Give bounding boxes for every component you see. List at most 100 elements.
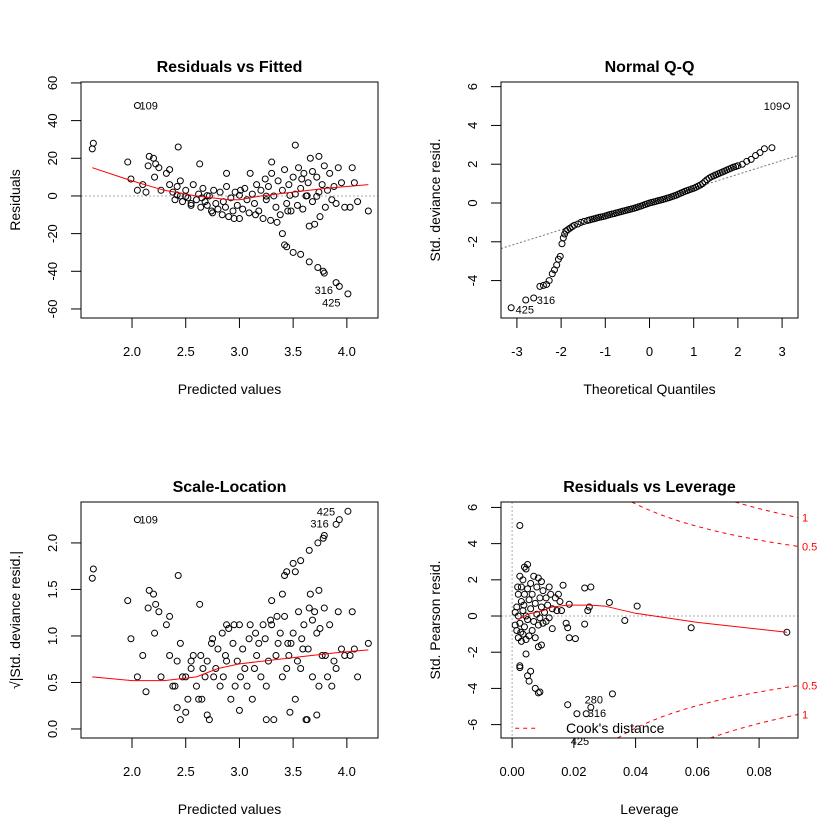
data-point — [162, 169, 170, 177]
data-point — [364, 207, 372, 215]
data-point — [524, 616, 532, 624]
x-tick-label: 2.0 — [123, 344, 141, 359]
data-point — [291, 695, 299, 703]
data-point — [545, 277, 553, 285]
data-point — [278, 186, 286, 194]
point-label: 425 — [317, 506, 335, 518]
y-tick-label: -20 — [45, 224, 60, 243]
data-point — [337, 645, 345, 653]
data-point — [287, 639, 295, 647]
x-tick-label: 2.5 — [177, 764, 195, 779]
data-point — [507, 304, 515, 312]
y-tick-label: 0 — [45, 192, 60, 199]
data-point — [335, 516, 343, 524]
x-axis-label: Theoretical Quantiles — [583, 381, 715, 397]
data-point — [539, 281, 547, 289]
data-point — [176, 639, 184, 647]
data-point — [189, 181, 197, 189]
data-point — [223, 183, 231, 191]
data-point — [218, 629, 226, 637]
data-point — [527, 667, 535, 675]
data-point — [531, 599, 539, 607]
data-point — [308, 673, 316, 681]
y-tick-label: -6 — [465, 719, 480, 731]
data-point — [734, 162, 742, 170]
x-tick-label: 4.0 — [338, 764, 356, 779]
data-point — [281, 571, 289, 579]
data-point — [320, 604, 328, 612]
data-point — [157, 673, 165, 681]
x-tick-label: 4.0 — [338, 344, 356, 359]
data-point — [257, 673, 265, 681]
data-point — [316, 625, 324, 633]
data-point — [525, 632, 533, 640]
data-point — [570, 221, 578, 229]
data-point — [768, 144, 776, 152]
data-point — [303, 716, 311, 724]
data-point — [522, 565, 530, 573]
data-point — [541, 608, 549, 616]
data-point — [262, 716, 270, 724]
data-point — [182, 193, 190, 201]
y-tick-label: 6 — [465, 504, 480, 511]
data-point — [752, 151, 760, 159]
data-point — [608, 690, 616, 698]
x-tick-label: 3.5 — [284, 764, 302, 779]
data-point — [334, 164, 342, 172]
data-point — [289, 559, 297, 567]
data-point — [548, 270, 556, 278]
data-point — [273, 612, 281, 620]
data-point — [198, 695, 206, 703]
y-tick-label: 0 — [465, 612, 480, 619]
x-tick-label: 2.0 — [123, 764, 141, 779]
data-point — [564, 701, 572, 709]
point-label: 425 — [516, 305, 534, 317]
data-point — [268, 169, 276, 177]
data-point — [525, 596, 533, 604]
data-point — [237, 673, 245, 681]
data-point — [519, 576, 527, 584]
data-point — [133, 102, 141, 110]
data-point — [304, 645, 312, 653]
data-point — [304, 179, 312, 187]
data-point — [554, 590, 562, 598]
data-point — [252, 211, 260, 219]
data-point — [166, 166, 174, 174]
data-point — [235, 191, 243, 199]
data-point — [144, 604, 152, 612]
data-point — [321, 651, 329, 659]
plot-frame — [500, 501, 799, 739]
data-point — [184, 695, 192, 703]
data-point — [245, 209, 253, 217]
data-point — [281, 166, 289, 174]
x-tick-label: 1 — [690, 344, 697, 359]
data-point — [245, 635, 253, 643]
data-point — [166, 181, 174, 189]
data-point — [547, 590, 555, 598]
data-point — [530, 617, 538, 625]
data-point — [261, 175, 269, 183]
data-point — [145, 152, 153, 160]
cooks-distance-contour — [631, 502, 798, 547]
y-tick-label: 40 — [45, 113, 60, 127]
y-tick-label: -2 — [465, 236, 480, 248]
data-point — [584, 607, 592, 615]
data-point — [252, 629, 260, 637]
point-label: 425 — [571, 736, 589, 748]
data-point — [144, 162, 152, 170]
y-tick-label: 2 — [465, 161, 480, 168]
data-point — [701, 178, 709, 186]
data-point — [783, 102, 791, 110]
data-point — [276, 211, 284, 219]
data-point — [176, 177, 184, 185]
smooth-line — [518, 604, 787, 633]
data-point — [214, 205, 222, 213]
y-tick-label: 2.0 — [45, 534, 60, 552]
plot-area — [501, 502, 798, 738]
data-point — [166, 651, 174, 659]
data-point — [320, 531, 328, 539]
y-tick-label: 6 — [465, 83, 480, 90]
